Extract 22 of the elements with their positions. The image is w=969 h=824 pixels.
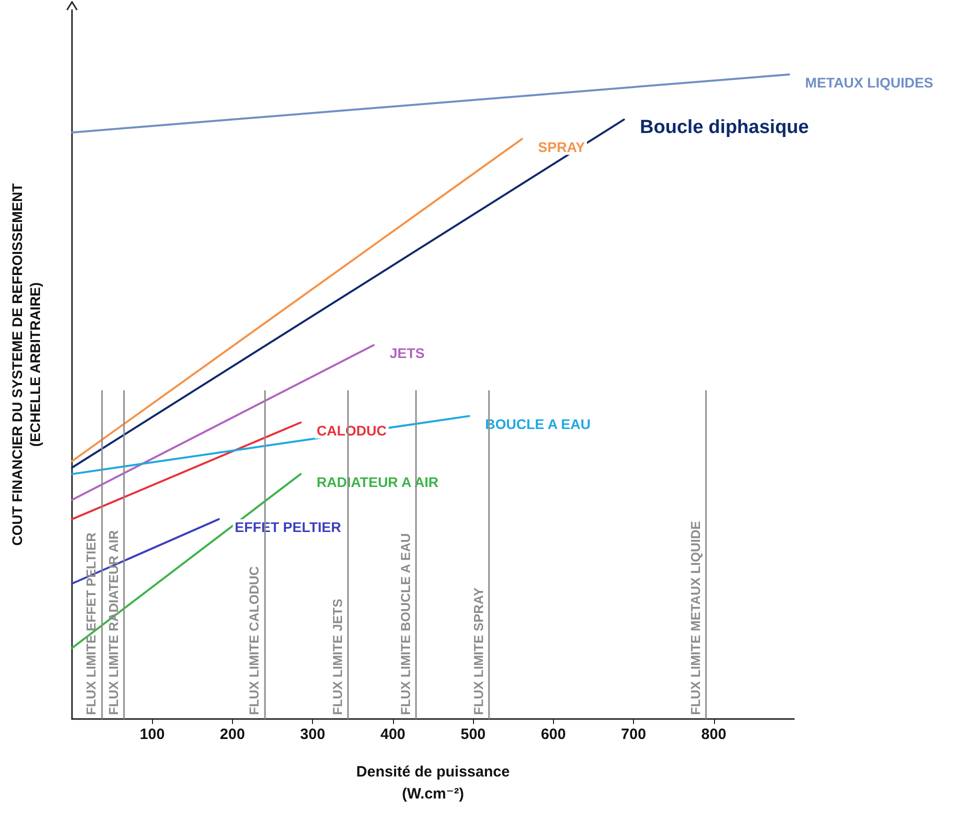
series-label: METAUX LIQUIDES bbox=[805, 74, 934, 90]
series-label: Boucle diphasique bbox=[640, 117, 809, 138]
ref-line-label: FLUX LIMITE RADIATEUR AIR bbox=[106, 530, 122, 715]
ref-line-label: FLUX LIMITE BOUCLE A EAU bbox=[398, 533, 414, 715]
x-tick-label: 700 bbox=[621, 726, 646, 743]
x-tick-label: 600 bbox=[540, 726, 566, 743]
x-tick-label: 400 bbox=[380, 726, 406, 743]
ref-line-label: FLUX LIMITE EFFET PELTIER bbox=[84, 532, 99, 715]
series-label: BOUCLE A EAU bbox=[485, 416, 591, 432]
x-tick-label: 300 bbox=[300, 726, 326, 743]
x-axis-title: Densité de puissance (W.cm⁻²) bbox=[356, 764, 510, 802]
x-tick-label: 500 bbox=[460, 726, 486, 743]
x-tick-label: 800 bbox=[701, 726, 726, 743]
ref-line-label: FLUX LIMITE CALODUC bbox=[246, 566, 262, 715]
ref-line-label: FLUX LIMITE SPRAY bbox=[471, 587, 486, 715]
ref-line-label: FLUX LIMITE JETS bbox=[330, 598, 345, 715]
y-axis-title: COUT FINANCIER DU SYSTEME DE REFROISSEMENT (ECHELLE ARBITRAIRE) bbox=[9, 182, 43, 546]
series-label: SPRAY bbox=[538, 138, 586, 155]
x-tick-label: 200 bbox=[220, 726, 245, 743]
x-tick-label: 100 bbox=[140, 726, 165, 743]
ref-line-label: FLUX LIMITE METAUX LIQUIDE bbox=[688, 520, 703, 715]
series-label: JETS bbox=[390, 345, 425, 362]
